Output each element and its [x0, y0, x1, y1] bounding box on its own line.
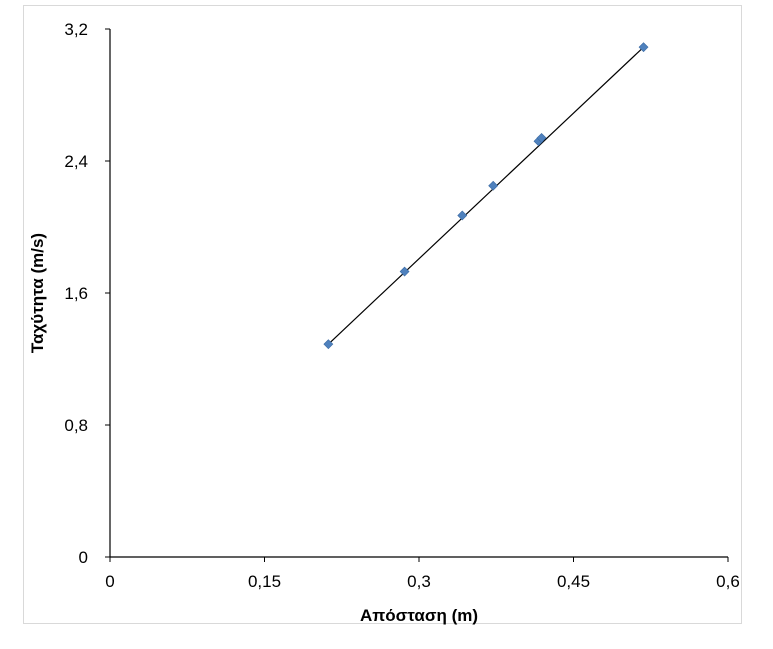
x-tick-label: 0,45: [557, 572, 590, 591]
data-point: [323, 339, 334, 350]
y-tick-label: 0,8: [64, 416, 88, 435]
y-tick-label: 3,2: [64, 20, 88, 39]
data-point: [536, 132, 547, 143]
x-tick-label: 0,3: [407, 572, 431, 591]
data-point: [457, 210, 468, 221]
x-tick-label: 0,6: [716, 572, 740, 591]
trendline: [327, 46, 644, 345]
y-axis-title: Ταχύτητα (m/s): [28, 233, 47, 353]
y-tick-label: 1,6: [64, 284, 88, 303]
x-tick-label: 0: [105, 572, 114, 591]
chart-area: [23, 5, 742, 624]
data-point: [399, 266, 410, 277]
y-tick-label: 0: [79, 548, 88, 567]
y-axis-ticks: 0 0,8 1,6 2,4 3,2: [64, 20, 110, 567]
data-point: [638, 42, 649, 53]
x-tick-label: 0,15: [248, 572, 281, 591]
x-axis-ticks: 0 0,15 0,3 0,45 0,6: [105, 557, 740, 591]
data-point: [488, 180, 499, 191]
x-axis-title: Απόσταση (m): [360, 606, 478, 625]
y-tick-label: 2,4: [64, 152, 88, 171]
data-points: [323, 42, 649, 350]
